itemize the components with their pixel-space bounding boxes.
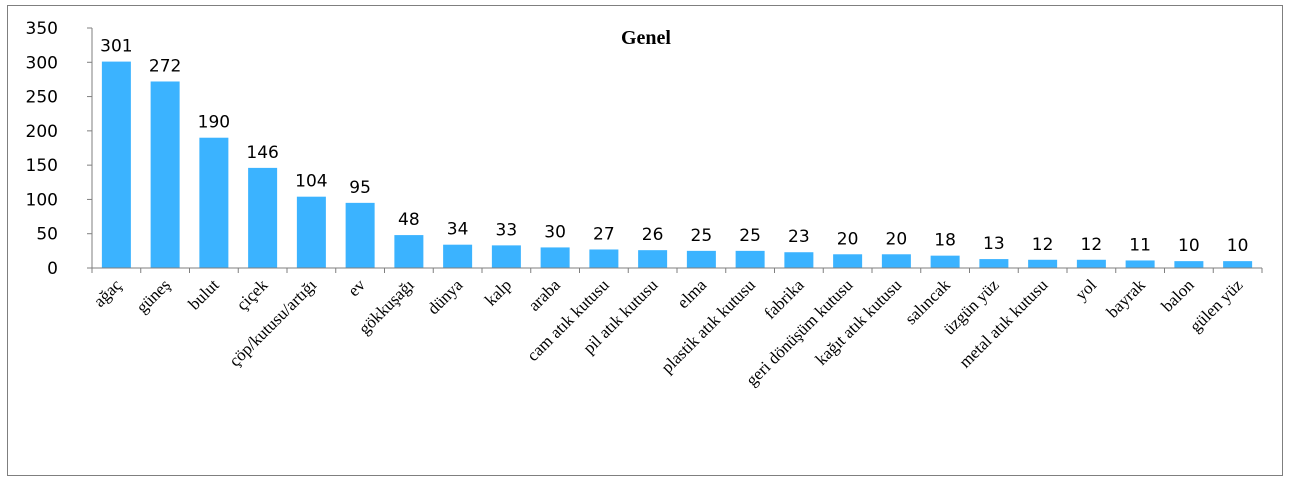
y-axis: 0 50 100 150 200 250 300 350 <box>26 19 93 279</box>
data-labels: 301 272 190 146 104 95 48 34 33 30 27 26 25 25 23 20 20 1… <box>100 37 1248 257</box>
bar <box>394 235 424 268</box>
bar <box>930 255 960 268</box>
category-label: bayrak <box>1103 275 1149 321</box>
bar <box>1174 261 1204 268</box>
y-tick-label: 50 <box>36 225 58 245</box>
y-tick-label: 150 <box>26 156 58 176</box>
data-label: 12 <box>1032 235 1054 255</box>
category-label: balon <box>1158 275 1198 315</box>
data-label: 190 <box>198 113 230 133</box>
category-label: ağaç <box>90 275 126 311</box>
data-label: 27 <box>593 224 615 244</box>
category-label: güneş <box>132 275 173 316</box>
y-tick-label: 250 <box>26 88 58 108</box>
category-label: bulut <box>185 275 223 313</box>
data-label: 20 <box>837 229 859 249</box>
bar <box>784 252 814 268</box>
data-label: 104 <box>295 172 327 192</box>
bar <box>833 254 863 268</box>
data-label: 33 <box>496 220 518 240</box>
bar <box>735 250 765 268</box>
bar <box>1223 261 1253 268</box>
bar <box>881 254 911 268</box>
category-label: yol <box>1071 275 1100 304</box>
data-label: 48 <box>398 210 420 230</box>
data-label: 18 <box>934 231 956 251</box>
category-label: ev <box>344 275 369 300</box>
bar <box>150 81 180 268</box>
category-label: gülen yüz <box>1186 275 1247 336</box>
bar <box>491 245 521 268</box>
bar <box>199 137 229 268</box>
bar <box>540 247 570 268</box>
data-label: 11 <box>1129 235 1151 255</box>
data-label: 23 <box>788 227 810 247</box>
bar <box>979 259 1009 268</box>
data-label: 10 <box>1227 236 1249 256</box>
bars <box>91 61 1263 273</box>
bar <box>248 167 278 268</box>
y-tick-label: 300 <box>26 53 58 73</box>
bar <box>638 250 668 268</box>
category-label: metal atık kutusu <box>955 275 1052 372</box>
category-label: kağıt atık kutusu <box>812 275 906 369</box>
category-label: çöp/kutusu/artığı <box>225 275 320 370</box>
data-label: 146 <box>246 143 278 163</box>
data-label: 34 <box>447 220 469 240</box>
data-label: 272 <box>149 56 181 76</box>
category-label: dünya <box>424 275 467 318</box>
chart-title: Genel <box>621 27 671 49</box>
bar <box>1125 260 1155 268</box>
bar <box>101 61 131 268</box>
data-label: 25 <box>739 226 761 246</box>
y-tick-label: 350 <box>26 19 58 39</box>
bar <box>589 249 619 268</box>
y-tick-label: 100 <box>26 190 58 210</box>
y-tick-label: 0 <box>47 259 58 279</box>
bar <box>686 250 716 268</box>
data-label: 26 <box>642 225 664 245</box>
data-label: 12 <box>1081 235 1103 255</box>
category-label: kalp <box>481 275 515 309</box>
bar <box>1028 259 1058 268</box>
data-label: 95 <box>349 178 371 198</box>
category-label: elma <box>673 275 710 312</box>
category-label: araba <box>524 275 564 315</box>
data-label: 301 <box>100 37 132 57</box>
data-label: 30 <box>544 222 566 242</box>
data-label: 13 <box>983 234 1005 254</box>
y-tick-label: 200 <box>26 122 58 142</box>
category-label: fabrika <box>760 275 808 323</box>
bar <box>443 244 473 268</box>
data-label: 25 <box>691 226 713 246</box>
bar <box>296 196 326 268</box>
data-label: 20 <box>886 229 908 249</box>
bar <box>1076 259 1106 268</box>
bar <box>345 202 375 268</box>
data-label: 10 <box>1178 236 1200 256</box>
category-label: çiçek <box>233 275 272 314</box>
